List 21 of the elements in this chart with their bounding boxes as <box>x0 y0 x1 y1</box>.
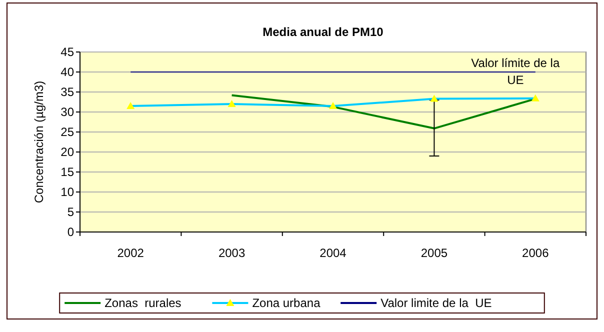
y-tick-label: 35 <box>60 85 74 100</box>
x-tick-label: 2004 <box>320 246 347 260</box>
y-tick-label: 15 <box>60 165 74 180</box>
y-tick-label: 45 <box>60 45 74 60</box>
chart-title: Media anual de PM10 <box>262 25 384 39</box>
y-axis-title: Concentración (µg/m3) <box>32 80 46 204</box>
legend-label: Zona urbana <box>252 296 321 310</box>
x-tick-label: 2006 <box>522 246 550 260</box>
legend-label: Zonas rurales <box>104 296 182 310</box>
y-tick-label: 0 <box>67 225 74 240</box>
y-tick-label: 5 <box>67 205 74 220</box>
x-tick-label: 2002 <box>117 246 144 260</box>
y-tick-label: 25 <box>60 125 74 140</box>
y-tick-label: 40 <box>60 65 74 80</box>
x-tick-label: 2005 <box>420 246 448 260</box>
x-tick-label: 2003 <box>218 246 246 260</box>
annotation: Valor límite de la UE <box>471 56 560 87</box>
legend-label: Valor limite de la UE <box>380 296 492 310</box>
y-tick-label: 10 <box>60 185 74 200</box>
y-tick-label: 30 <box>60 105 74 120</box>
y-tick-label: 20 <box>60 145 74 160</box>
